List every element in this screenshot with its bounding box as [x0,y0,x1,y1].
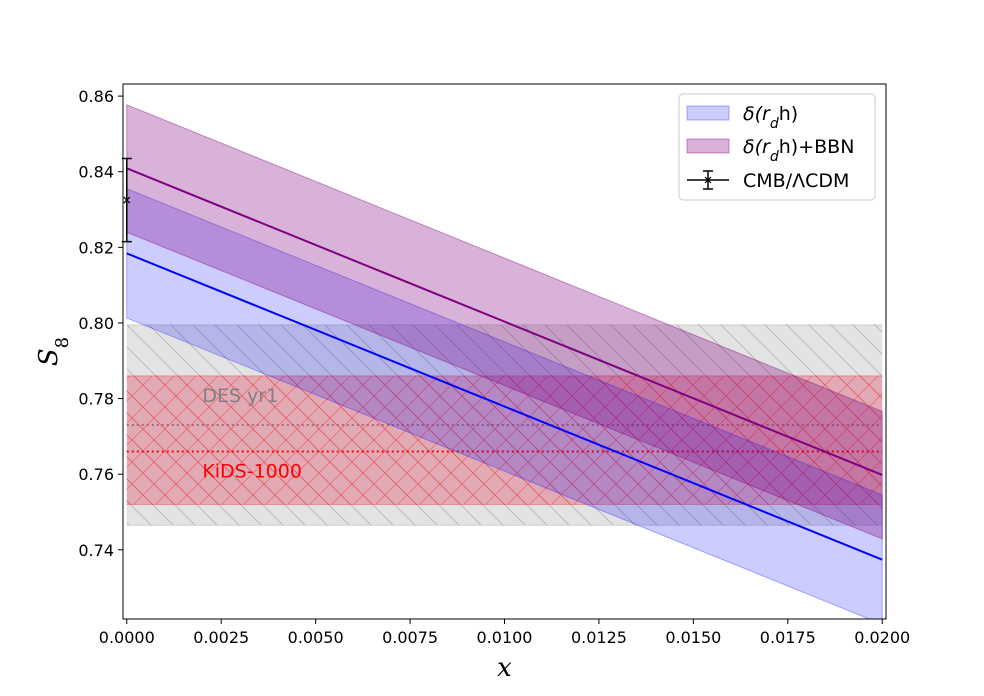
errorbar-marker [123,196,131,204]
legend-swatch [686,138,730,154]
legend-errorbar-marker [704,176,712,184]
series-line [126,167,883,476]
y-tick-label: 0.80 [78,314,114,333]
y-tick-label: 0.84 [78,163,114,182]
y-tick-label: 0.82 [78,238,114,257]
y-axis-label: S8 [34,337,73,366]
x-tick-label: 0.0050 [288,628,344,647]
y-axis-label-symbol: S [34,348,64,366]
x-tick-label: 0.0125 [571,628,627,647]
y-tick-label: 0.86 [78,87,114,106]
y-axis-label-subscript: 8 [52,337,73,348]
x-tick-label: 0.0100 [477,628,533,647]
legend-swatch [686,105,730,121]
x-tick-label: 0.0150 [665,628,721,647]
legend-entry: δ(rdh)+BBN [686,136,854,165]
band-label-kids-1000: KiDS-1000 [202,460,302,482]
band-label-des-yr1: DES yr1 [202,385,278,407]
legend-label: δ(rdh)+BBN [743,136,854,165]
x-tick-label: 0.0000 [99,628,155,647]
x-axis-label: x [497,653,512,683]
legend-entry: CMB/ΛCDM [687,170,849,192]
legend-entry: δ(rdh) [686,103,798,132]
y-tick-label: 0.76 [78,465,114,484]
y-tick-label: 0.78 [78,390,114,409]
legend: δ(rdh) δ(rdh)+BBN CMB/ΛCDM [678,93,876,201]
legend-label: δ(rdh) [743,103,798,132]
x-tick-label: 0.0200 [854,628,910,647]
legend-box [678,93,876,201]
y-tick-label: 0.74 [78,541,114,560]
series-band [126,187,883,619]
series-line [126,252,883,561]
x-tick-label: 0.0075 [382,628,438,647]
band-kids-1000 [126,375,883,505]
x-tick-label: 0.0025 [193,628,249,647]
x-tick-label: 0.0175 [760,628,816,647]
series-rdh [126,187,883,619]
band-hatch [126,375,883,505]
legend-label: CMB/ΛCDM [743,170,849,192]
